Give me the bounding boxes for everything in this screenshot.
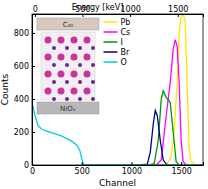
atom — [58, 37, 65, 44]
tick: 600 — [14, 62, 35, 71]
y-axis: 0 200 400 600 800 — [14, 15, 35, 171]
tick-label: 500 — [75, 167, 90, 176]
tick: 1500 — [168, 5, 188, 17]
atom — [78, 80, 82, 84]
legend-swatch — [104, 31, 118, 33]
tick-label: 0 — [33, 5, 38, 14]
tick-label: 1000 — [120, 5, 140, 14]
series-line — [141, 111, 167, 165]
atom — [52, 46, 56, 50]
atom — [84, 71, 91, 78]
annotation: C₆₀ — [63, 21, 74, 29]
atom — [71, 88, 78, 95]
atom — [84, 88, 91, 95]
x2-axis-title: Energy [keV] — [72, 3, 124, 12]
tick-mark — [131, 162, 132, 165]
tick: 800 — [14, 29, 35, 38]
frame — [32, 14, 203, 165]
tick-mark — [82, 162, 83, 165]
atom — [84, 37, 91, 44]
tick-mark — [32, 99, 35, 100]
tick: 1500 — [171, 162, 191, 176]
series-line — [166, 15, 203, 165]
atom — [65, 80, 69, 84]
axis-line — [33, 162, 204, 166]
annotation: NiOₓ — [60, 105, 76, 113]
legend-label: Br — [121, 48, 130, 57]
lines — [32, 15, 203, 165]
atom — [45, 88, 52, 95]
tick-mark — [32, 66, 35, 67]
tick-mark — [32, 132, 35, 133]
tick: 0 — [33, 5, 38, 17]
x-axis: 0 500 1000 1500 — [30, 162, 204, 176]
legend-swatch — [104, 41, 118, 43]
tick-mark — [32, 33, 35, 34]
tick-label: 600 — [14, 62, 29, 71]
tick-mark — [82, 14, 83, 17]
atom — [78, 97, 82, 101]
legend-swatch — [104, 21, 118, 23]
tick-mark — [181, 162, 182, 165]
atom — [52, 97, 56, 101]
series-line — [149, 91, 179, 165]
atom — [58, 88, 65, 95]
atom — [91, 63, 95, 67]
tick: 0 — [24, 161, 35, 170]
tick-label: 1500 — [171, 167, 191, 176]
chart: C₆₀NiOₓ050010001500050010001500020040060… — [0, 0, 208, 189]
tick: 400 — [14, 95, 35, 104]
legend-label: Cs — [121, 28, 131, 37]
tick: 1000 — [122, 162, 142, 176]
atom — [65, 63, 69, 67]
tick-label: 0 — [30, 167, 35, 176]
tick: 500 — [75, 162, 90, 176]
atom — [52, 80, 56, 84]
x-axis-title: Channel — [99, 178, 136, 188]
tick-mark — [178, 14, 179, 17]
atom — [91, 46, 95, 50]
atom — [58, 54, 65, 61]
atom — [45, 71, 52, 78]
inset: C₆₀ NiOₓ — [37, 18, 99, 114]
atom — [71, 37, 78, 44]
atom — [78, 46, 82, 50]
atom — [65, 46, 69, 50]
atom — [91, 97, 95, 101]
tick: 200 — [14, 128, 35, 137]
atom — [84, 54, 91, 61]
tick-label: 0 — [24, 161, 29, 170]
atom — [78, 63, 82, 67]
legend-label: I — [121, 38, 123, 47]
atom — [58, 71, 65, 78]
tick-label: 400 — [14, 95, 29, 104]
tick: 1000 — [120, 5, 140, 17]
tick-label: 200 — [14, 128, 29, 137]
tick-mark — [32, 165, 35, 166]
atom — [45, 37, 52, 44]
atom — [45, 54, 52, 61]
atom — [71, 71, 78, 78]
series-line — [32, 102, 203, 165]
legend-label: O — [121, 58, 127, 67]
tick-label: 1000 — [122, 167, 142, 176]
tick-mark — [35, 14, 36, 17]
y-axis-title: Counts — [0, 73, 10, 105]
atom — [91, 80, 95, 84]
axis-line — [33, 15, 36, 166]
tick-label: 800 — [14, 29, 29, 38]
legend-swatch — [104, 61, 118, 63]
bottom-layer — [37, 102, 99, 114]
legend-swatch — [104, 51, 118, 53]
axis-line — [33, 15, 204, 18]
legend-label: Pb — [121, 18, 131, 27]
top-layer — [37, 18, 99, 30]
atom — [71, 54, 78, 61]
atom — [52, 63, 56, 67]
crystal — [41, 32, 95, 100]
atom — [65, 97, 69, 101]
legend: PbCsIBrO — [104, 18, 131, 67]
tick-label: 1500 — [168, 5, 188, 14]
